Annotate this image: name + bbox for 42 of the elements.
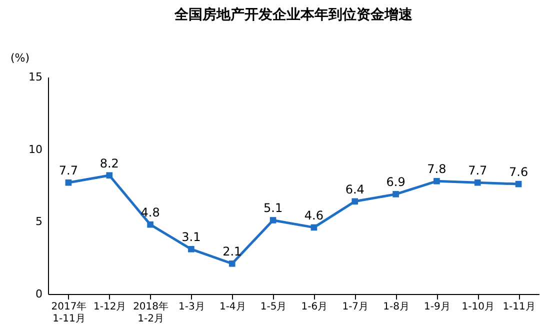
point bbox=[228, 260, 236, 267]
data-label: 4.6 bbox=[304, 208, 324, 222]
y-tick-label: 5 bbox=[36, 215, 42, 228]
point bbox=[65, 179, 72, 186]
data-label: 6.9 bbox=[386, 175, 406, 190]
point bbox=[147, 221, 154, 228]
chart-title: 全国房地产开发企业本年到位资金增速 bbox=[174, 6, 414, 23]
x-tick-label: 1-3月 bbox=[178, 302, 205, 312]
data-label: 6.4 bbox=[345, 182, 364, 196]
point bbox=[106, 172, 113, 179]
point bbox=[392, 191, 399, 198]
x-tick-label: 2017年 1-11月 bbox=[51, 300, 87, 324]
data-label: 7.7 bbox=[58, 164, 78, 178]
x-tick-label: 1-10月 bbox=[462, 302, 494, 312]
point bbox=[474, 179, 481, 186]
x-tick-label: 1-8月 bbox=[383, 302, 410, 312]
x-tick-label: 2018年 1-2月 bbox=[133, 300, 169, 324]
x-tick-label: 1-4月 bbox=[219, 302, 246, 312]
data-label: 7.6 bbox=[508, 165, 528, 180]
x-tick-label: 1-5月 bbox=[260, 302, 287, 312]
point bbox=[352, 198, 358, 205]
y-tick-label: 10 bbox=[28, 142, 42, 156]
data-label: 8.2 bbox=[100, 156, 119, 170]
x-tick-label: 1-9月 bbox=[424, 302, 450, 312]
point bbox=[188, 246, 194, 252]
x-tick-label: 1-7月 bbox=[342, 302, 369, 312]
point bbox=[270, 217, 276, 224]
data-label: 4.8 bbox=[140, 206, 160, 220]
y-tick-label: 0 bbox=[36, 288, 42, 300]
data-label: 7.8 bbox=[427, 162, 446, 176]
point bbox=[310, 224, 318, 231]
data-label: 5.1 bbox=[263, 201, 283, 216]
point bbox=[515, 180, 522, 188]
x-tick-label: 1-12月 bbox=[94, 302, 126, 312]
data-label: 3.1 bbox=[182, 230, 201, 244]
point bbox=[434, 178, 440, 184]
x-tick-label: 1-11月 bbox=[502, 302, 536, 312]
y-tick-label: 15 bbox=[28, 70, 42, 84]
x-tick-label: 1-6月 bbox=[301, 302, 328, 312]
data-label: 2.1 bbox=[222, 244, 242, 259]
y-axis-title: (%) bbox=[10, 52, 30, 64]
data-label: 7.7 bbox=[468, 164, 488, 178]
